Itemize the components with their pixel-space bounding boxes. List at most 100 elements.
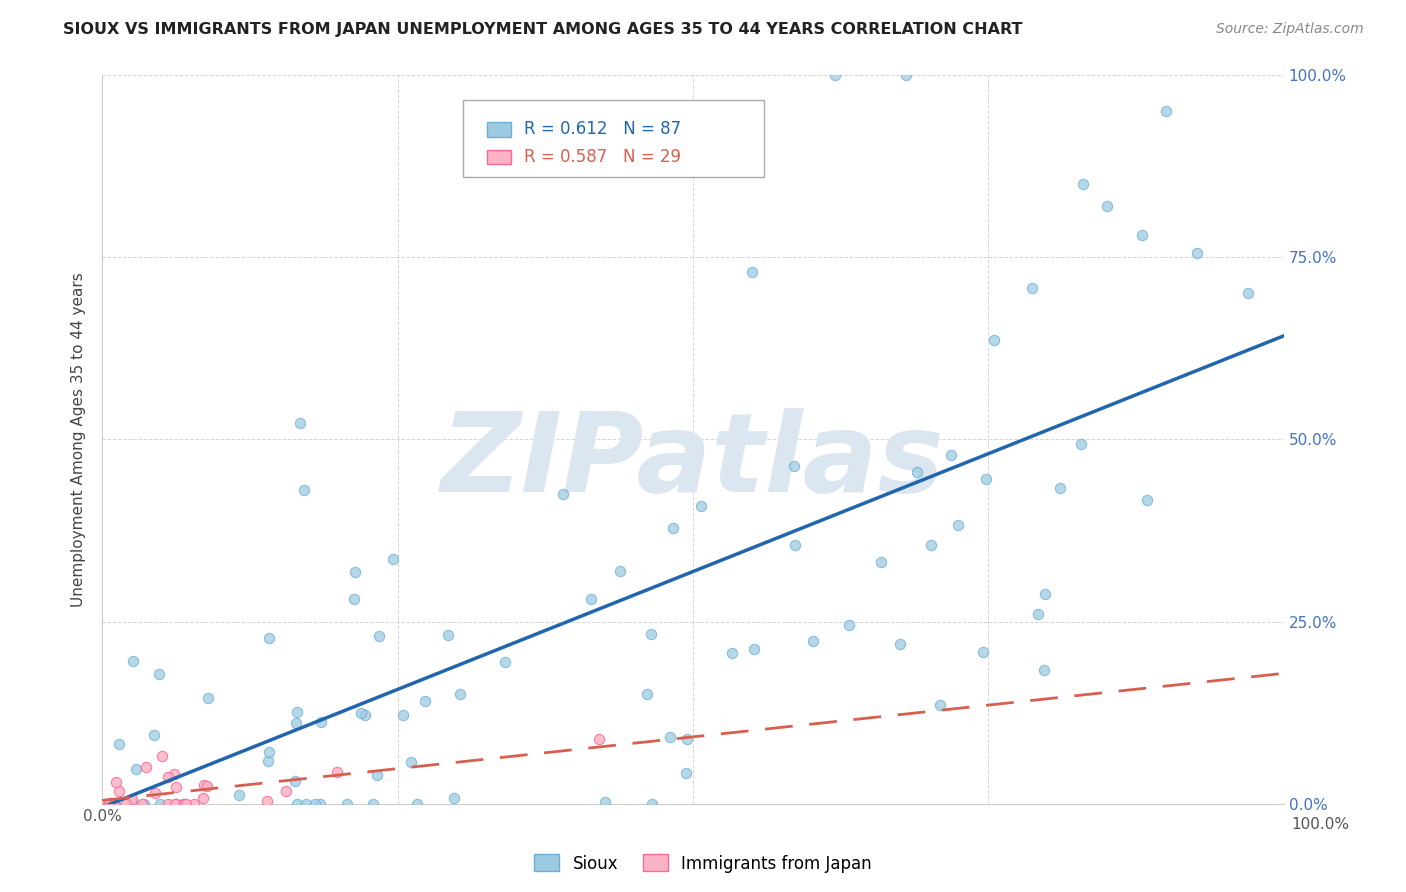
Point: [1021, 281, 1043, 295]
Point: [108, 737, 131, 751]
Point: [588, 731, 610, 746]
Y-axis label: Unemployment Among Ages 35 to 44 years: Unemployment Among Ages 35 to 44 years: [72, 272, 86, 607]
Point: [256, 794, 278, 808]
Point: [929, 698, 952, 712]
Point: [172, 797, 194, 812]
Point: [354, 707, 377, 722]
Point: [1033, 586, 1056, 600]
Point: [658, 731, 681, 745]
Point: [285, 705, 308, 719]
Point: [983, 334, 1005, 348]
Point: [98, 797, 121, 812]
Point: [193, 791, 215, 805]
Point: [413, 693, 436, 707]
Text: ZIPatlas: ZIPatlas: [441, 408, 945, 515]
Point: [941, 448, 963, 462]
Text: R = 0.612   N = 87: R = 0.612 N = 87: [524, 120, 681, 138]
Point: [152, 749, 174, 764]
Point: [156, 770, 179, 784]
Point: [783, 459, 806, 474]
Point: [609, 564, 631, 578]
Point: [593, 795, 616, 809]
Point: [368, 629, 391, 643]
Point: [105, 774, 128, 789]
Point: [165, 797, 187, 812]
FancyBboxPatch shape: [488, 150, 510, 164]
Point: [399, 755, 422, 769]
Text: Source: ZipAtlas.com: Source: ZipAtlas.com: [1216, 22, 1364, 37]
Point: [905, 465, 928, 479]
Point: [193, 778, 215, 792]
Point: [1070, 436, 1092, 450]
Point: [103, 797, 125, 812]
Point: [1185, 246, 1208, 260]
Point: [824, 68, 846, 82]
Point: [662, 521, 685, 535]
Point: [108, 784, 131, 798]
Point: [889, 637, 911, 651]
Point: [143, 786, 166, 800]
Point: [131, 797, 153, 812]
Point: [304, 797, 326, 812]
Point: [156, 797, 179, 812]
Point: [640, 626, 662, 640]
Point: [720, 646, 742, 660]
Point: [1154, 103, 1177, 118]
Point: [343, 565, 366, 579]
Point: [494, 655, 516, 669]
Point: [259, 631, 281, 645]
Point: [292, 483, 315, 498]
Point: [257, 755, 280, 769]
Point: [443, 790, 465, 805]
Point: [148, 667, 170, 681]
Point: [173, 797, 195, 812]
Point: [675, 731, 697, 746]
Point: [276, 784, 298, 798]
Point: [197, 691, 219, 706]
Point: [309, 797, 332, 812]
Point: [406, 797, 429, 812]
Point: [343, 591, 366, 606]
Point: [449, 687, 471, 701]
Point: [1095, 199, 1118, 213]
Point: [972, 645, 994, 659]
Point: [309, 715, 332, 730]
Point: [366, 768, 388, 782]
Point: [97, 797, 120, 812]
Text: 100.0%: 100.0%: [1291, 817, 1348, 832]
Point: [149, 797, 172, 812]
Point: [350, 706, 373, 720]
Point: [948, 518, 970, 533]
Point: [976, 471, 998, 485]
Point: [336, 797, 359, 812]
Point: [382, 552, 405, 566]
Point: [284, 716, 307, 731]
Point: [285, 797, 308, 811]
Point: [1049, 481, 1071, 495]
Point: [195, 779, 218, 793]
Point: [391, 707, 413, 722]
Point: [1237, 286, 1260, 301]
FancyBboxPatch shape: [463, 100, 763, 177]
Point: [437, 628, 460, 642]
Point: [183, 797, 205, 812]
Point: [228, 788, 250, 802]
Point: [1026, 607, 1049, 621]
Point: [785, 537, 807, 551]
Point: [579, 592, 602, 607]
Point: [1032, 663, 1054, 677]
Point: [838, 617, 860, 632]
Point: [125, 763, 148, 777]
Point: [163, 766, 186, 780]
Point: [869, 555, 891, 569]
Point: [97, 797, 120, 812]
Point: [163, 797, 186, 812]
Point: [165, 780, 187, 795]
Point: [641, 797, 664, 812]
Point: [1071, 177, 1094, 191]
Point: [636, 687, 658, 701]
Point: [920, 538, 942, 552]
Point: [1130, 228, 1153, 243]
Point: [1136, 493, 1159, 508]
Point: [174, 797, 197, 812]
